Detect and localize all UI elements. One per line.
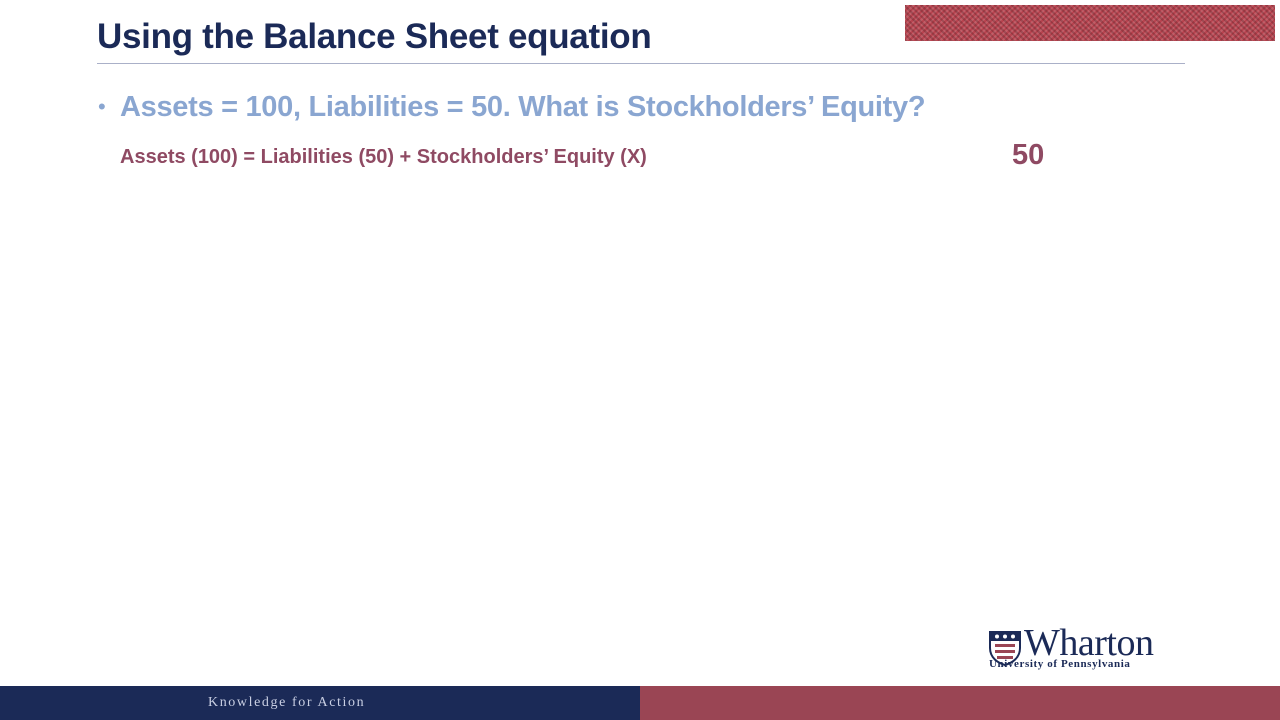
footer-tagline: Knowledge for Action (208, 695, 366, 710)
title-divider (97, 63, 1185, 64)
logo-subtitle: University of Pennsylvania (989, 658, 1131, 670)
equation-text: Assets (100) = Liabilities (50) + Stockh… (120, 146, 647, 168)
header-pattern-band (905, 5, 1275, 41)
logo-wordmark: Wharton (1024, 622, 1154, 664)
footer-bar-maroon (640, 686, 1280, 720)
question-text: Assets = 100, Liabilities = 50. What is … (120, 91, 926, 123)
bullet-marker: • (98, 94, 106, 119)
wharton-logo: Wharton University of Pennsylvania (988, 622, 1193, 672)
footer-bar-navy (0, 686, 640, 720)
slide-title: Using the Balance Sheet equation (97, 17, 652, 56)
answer-value: 50 (1012, 139, 1045, 171)
penn-shield-icon (989, 631, 1021, 666)
